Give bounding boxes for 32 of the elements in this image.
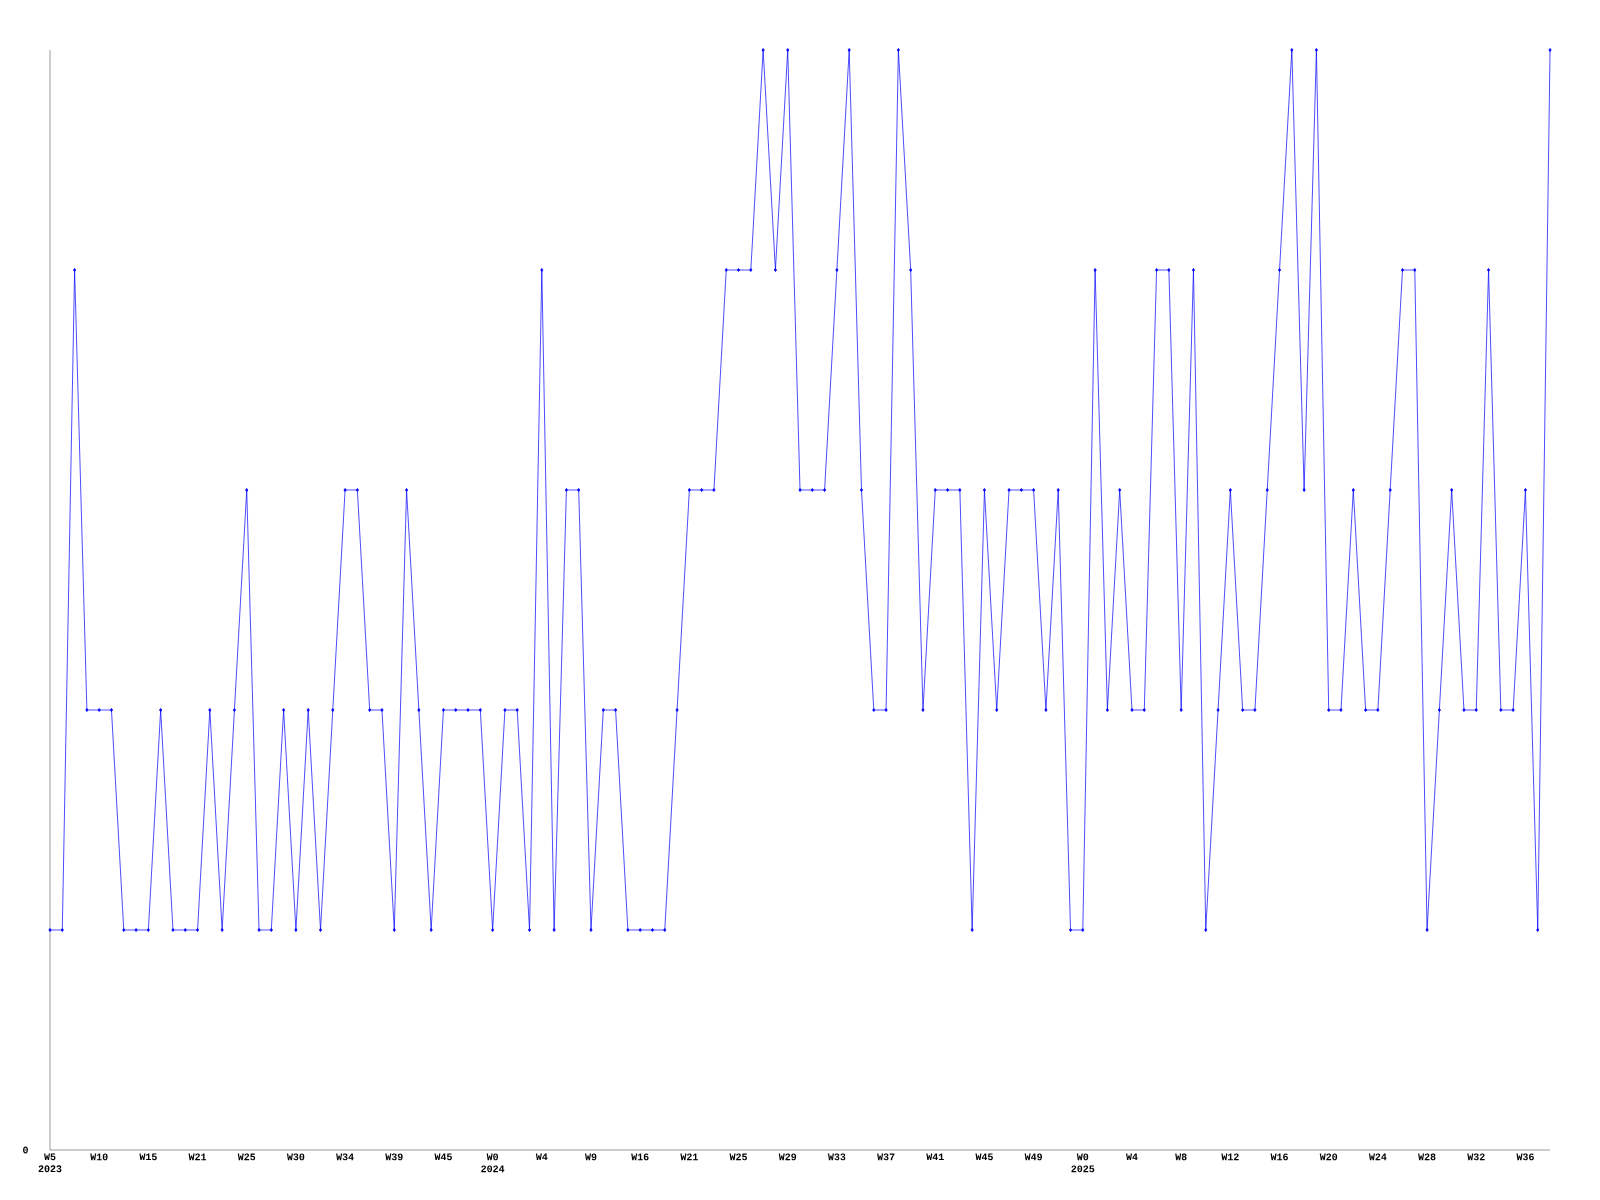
x-tick-label: W34	[336, 1153, 354, 1161]
x-tick-label: W32	[1467, 1153, 1485, 1161]
x-tick-label: W4	[535, 1153, 548, 1161]
x-tick-label: W16	[631, 1153, 649, 1161]
x-tick-label: W25	[729, 1153, 747, 1161]
x-tick-label: W20	[1319, 1153, 1338, 1161]
x-tick-label: W4	[1126, 1153, 1138, 1161]
x-tick-label: W29	[778, 1153, 797, 1161]
x-tick-label: W45	[975, 1153, 993, 1161]
x-tick-label: W10	[90, 1153, 108, 1161]
x-tick-label: W41	[926, 1153, 944, 1161]
x-tick-label: W5 2023	[38, 1153, 62, 1173]
x-tick-label: W0 2024	[481, 1153, 505, 1173]
x-tick-label: W36	[1516, 1153, 1534, 1161]
x-tick-label: W39	[385, 1153, 403, 1161]
x-tick-label: W28	[1418, 1153, 1436, 1161]
x-tick-label: W37	[877, 1153, 895, 1161]
x-tick-label: W21	[188, 1153, 207, 1161]
x-tick-label: W12	[1221, 1153, 1239, 1161]
x-tick-label: W30	[286, 1153, 305, 1161]
x-tick-label: W16	[1270, 1153, 1288, 1161]
x-tick-label: W25	[237, 1153, 256, 1161]
x-tick-label: W8	[1175, 1153, 1187, 1161]
x-tick-label: W49	[1024, 1153, 1043, 1161]
x-tick-label: W15	[139, 1153, 157, 1161]
x-tick-label: W45	[434, 1153, 452, 1161]
x-tick-label: W21	[680, 1153, 698, 1161]
x-tick-label: W33	[827, 1153, 846, 1161]
x-tick-label: W9	[585, 1153, 597, 1161]
x-tick-label: W24	[1368, 1153, 1387, 1161]
text: 0	[23, 1146, 28, 1154]
x-tick-label: W0 2025	[1071, 1153, 1095, 1173]
